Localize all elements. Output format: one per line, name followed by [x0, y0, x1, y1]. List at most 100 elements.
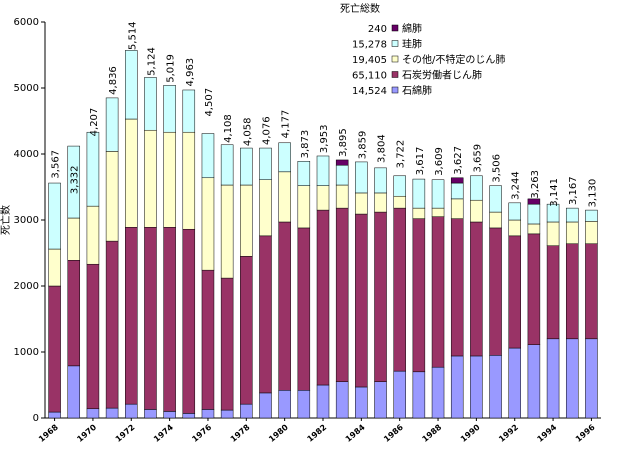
bar-segment — [508, 202, 521, 221]
x-tick-label: 1992 — [497, 423, 520, 444]
bar-segment — [546, 338, 560, 419]
total-label: 4,507 — [204, 88, 215, 117]
bar-segment — [240, 403, 253, 419]
bar-segment — [335, 207, 349, 382]
bar-segment — [374, 211, 387, 382]
bar-segment — [450, 355, 464, 419]
legend-label: 石炭労働者じん肺 — [402, 69, 482, 82]
bar-segment — [240, 184, 253, 257]
total-label: 4,108 — [223, 114, 234, 143]
bar-segment — [508, 235, 521, 349]
bar-segment — [105, 240, 119, 409]
bar-segment — [144, 227, 157, 410]
bar-segment — [48, 182, 61, 250]
y-tick-label: 2000 — [14, 281, 39, 292]
bar-segment — [355, 386, 368, 419]
bar-segment — [316, 185, 330, 211]
bar-segment — [297, 185, 311, 229]
total-label: 4,177 — [281, 110, 292, 139]
bar-segment — [489, 185, 502, 213]
bar-segment — [259, 392, 272, 419]
bar-segment — [163, 131, 176, 228]
total-label: 5,124 — [146, 47, 157, 76]
x-tick-label: 1986 — [382, 422, 405, 443]
y-tick-label: 3000 — [14, 215, 39, 226]
total-label: 3,895 — [338, 128, 349, 157]
total-label: 3,953 — [319, 124, 330, 153]
bar-segment — [374, 167, 387, 194]
x-tick-label: 1988 — [420, 422, 443, 443]
total-label: 3,244 — [511, 171, 522, 200]
total-label: 4,207 — [89, 108, 100, 137]
total-label: 5,019 — [166, 54, 177, 83]
bar-segment — [412, 218, 426, 373]
y-tick-label: 6000 — [14, 17, 39, 28]
bar-segment — [105, 97, 119, 152]
total-label: 4,076 — [261, 116, 272, 145]
bar-segment — [374, 192, 387, 213]
bar-segment — [431, 216, 445, 368]
bar-segment — [546, 245, 560, 340]
bar-segment — [125, 50, 138, 120]
x-tick-label: 1978 — [229, 422, 252, 443]
bar-segment — [393, 175, 406, 197]
bar-segment — [335, 164, 349, 186]
bar-segment — [48, 248, 61, 287]
bar-segment — [67, 365, 81, 419]
y-tick-label: 1000 — [14, 347, 39, 358]
bar-segment — [163, 411, 176, 419]
bar-segment — [565, 243, 579, 340]
x-tick-label: 1994 — [536, 422, 559, 443]
legend-label: 綿肺 — [402, 22, 422, 35]
total-label: 3,859 — [357, 131, 368, 160]
bar-segment — [412, 178, 426, 209]
bar-segment — [565, 221, 579, 245]
total-label: 3,627 — [453, 146, 464, 175]
x-tick-label: 1990 — [459, 422, 482, 443]
bar-segment — [431, 366, 445, 419]
bar-segment — [489, 355, 502, 419]
x-tick-label: 1972 — [114, 423, 137, 444]
bar-segment — [278, 221, 291, 391]
total-label: 3,873 — [300, 130, 311, 159]
x-tick-label: 1976 — [190, 422, 213, 443]
bar-segment — [546, 221, 560, 246]
y-axis-label: 死亡数 — [0, 205, 12, 235]
bar-segment — [508, 347, 521, 419]
bar-segment — [67, 145, 81, 219]
total-label: 4,963 — [185, 58, 196, 87]
bar-segment — [220, 184, 234, 279]
bar-segment — [450, 218, 464, 357]
bar-segment — [259, 147, 272, 180]
total-label: 3,567 — [51, 150, 62, 179]
x-tick-label: 1968 — [37, 422, 60, 443]
bar-segment — [393, 370, 406, 419]
bar-segment — [355, 192, 368, 215]
total-label: 3,130 — [587, 179, 598, 208]
bar-segment — [278, 171, 291, 223]
bar-segment — [393, 195, 406, 209]
bar-segment — [163, 227, 176, 412]
bar-segment — [335, 184, 349, 209]
total-label: 4,058 — [242, 118, 253, 147]
y-tick-label: 5000 — [14, 83, 39, 94]
bar-segment — [431, 179, 445, 209]
y-tick-label: 0 — [33, 413, 39, 424]
legend-swatch — [391, 40, 399, 47]
bar-segment — [297, 390, 311, 419]
total-label: 3,167 — [568, 176, 579, 205]
x-tick-label: 1984 — [344, 422, 367, 443]
legend-value: 14,524 — [352, 86, 387, 97]
x-tick-label: 1996 — [574, 422, 597, 443]
bar-segment — [450, 182, 464, 200]
bar-segment — [316, 209, 330, 386]
bar-segment — [220, 409, 234, 419]
bar-segment — [182, 228, 196, 414]
bar-segment — [527, 223, 541, 235]
bar-segment — [144, 77, 157, 131]
bar-segment — [527, 344, 541, 419]
bar-segment — [585, 243, 598, 340]
legend-swatch — [391, 55, 399, 63]
bar-segment — [585, 209, 598, 222]
